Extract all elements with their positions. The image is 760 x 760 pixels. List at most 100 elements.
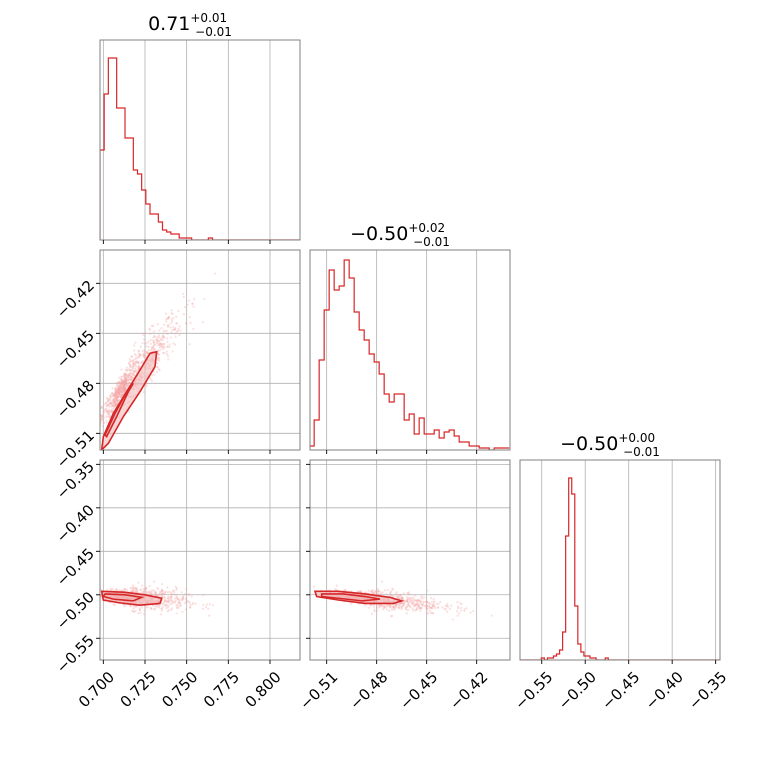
- scatter-point: [173, 328, 176, 332]
- scatter-point: [117, 376, 121, 379]
- scatter-point: [143, 355, 146, 358]
- scatter-point: [166, 345, 169, 348]
- scatter-point: [432, 612, 435, 615]
- scatter-point: [112, 407, 115, 411]
- scatter-point: [108, 402, 111, 405]
- scatter-point: [404, 600, 407, 603]
- plot-area: [310, 460, 510, 660]
- scatter-point: [125, 369, 128, 372]
- scatter-point: [171, 599, 174, 602]
- scatter-point: [174, 327, 177, 330]
- scatter-point: [111, 399, 114, 402]
- scatter-point: [137, 356, 140, 359]
- scatter-point: [156, 335, 159, 338]
- scatter-point: [413, 603, 416, 606]
- scatter-point: [102, 410, 105, 413]
- scatter-point: [123, 373, 126, 377]
- scatter-point: [129, 369, 133, 372]
- scatter-point: [364, 604, 367, 607]
- scatter-point: [133, 370, 136, 373]
- scatter-point: [97, 597, 99, 599]
- scatter-point: [416, 603, 419, 606]
- scatter-point: [110, 408, 113, 411]
- scatter-point: [124, 382, 127, 385]
- scatter-point: [104, 407, 107, 410]
- scatter-point: [163, 342, 166, 346]
- scatter-point: [144, 588, 147, 591]
- panel-title: −0.50+0.00 −0.01: [560, 431, 660, 459]
- scatter-point: [419, 600, 422, 604]
- scatter-point: [426, 604, 429, 607]
- scatter-point: [157, 334, 161, 337]
- scatter-point: [123, 379, 126, 382]
- scatter-point: [417, 600, 420, 603]
- scatter-point: [137, 365, 140, 368]
- scatter-point: [431, 600, 434, 604]
- scatter-point: [420, 607, 423, 610]
- scatter-point: [156, 323, 159, 326]
- scatter-point: [165, 329, 168, 332]
- scatter-point: [114, 392, 117, 395]
- scatter-point: [451, 618, 455, 621]
- scatter-point: [418, 603, 421, 607]
- scatter-point: [205, 603, 209, 606]
- scatter-point: [167, 609, 170, 612]
- scatter-point: [115, 397, 118, 401]
- scatter-point: [117, 387, 120, 391]
- scatter-point: [170, 318, 173, 321]
- scatter-point: [168, 599, 171, 602]
- scatter-point: [160, 592, 163, 595]
- scatter-point: [187, 593, 191, 596]
- scatter-point: [433, 601, 436, 604]
- scatter-point: [105, 421, 108, 424]
- scatter-point: [110, 402, 113, 405]
- scatter-point: [211, 604, 215, 607]
- scatter-point: [398, 596, 401, 599]
- scatter-point: [389, 591, 392, 594]
- scatter-point: [124, 385, 128, 388]
- scatter-point: [129, 378, 133, 381]
- scatter-point: [108, 410, 111, 413]
- title-lower-error: −0.01: [413, 235, 450, 249]
- panel-row1-col0: [91, 249, 301, 454]
- scatter-point: [401, 596, 404, 600]
- scatter-point: [106, 404, 109, 407]
- scatter-point: [154, 594, 158, 597]
- scatter-point: [152, 324, 155, 328]
- scatter-point: [178, 334, 181, 337]
- scatter-point: [154, 336, 157, 339]
- scatter-point: [117, 400, 120, 403]
- scatter-point: [150, 593, 153, 596]
- scatter-point: [121, 380, 124, 383]
- scatter-point: [148, 585, 151, 588]
- scatter-point: [444, 604, 447, 607]
- scatter-point: [108, 410, 111, 413]
- scatter-point: [176, 598, 179, 601]
- scatter-point: [425, 600, 428, 604]
- scatter-point: [385, 592, 388, 596]
- scatter-point: [123, 391, 126, 394]
- scatter-point: [174, 585, 177, 588]
- scatter-point: [429, 609, 432, 612]
- scatter-point: [122, 389, 125, 392]
- scatter-point: [450, 604, 453, 607]
- scatter-point: [132, 610, 136, 614]
- scatter-point: [400, 597, 403, 600]
- scatter-point: [163, 600, 166, 603]
- scatter-point: [399, 595, 402, 598]
- scatter-point: [123, 383, 126, 386]
- scatter-point: [138, 607, 141, 610]
- scatter-point: [395, 596, 399, 599]
- scatter-point: [106, 413, 109, 416]
- histogram-steps: [100, 57, 300, 240]
- scatter-point: [392, 605, 395, 608]
- scatter-point: [121, 382, 125, 386]
- scatter-point: [125, 381, 128, 384]
- scatter-point: [131, 590, 134, 593]
- scatter-point: [118, 389, 121, 393]
- scatter-point: [427, 612, 430, 615]
- plot-area: [91, 250, 300, 450]
- scatter-point: [91, 421, 93, 423]
- scatter-point: [432, 605, 435, 608]
- scatter-point: [174, 343, 177, 346]
